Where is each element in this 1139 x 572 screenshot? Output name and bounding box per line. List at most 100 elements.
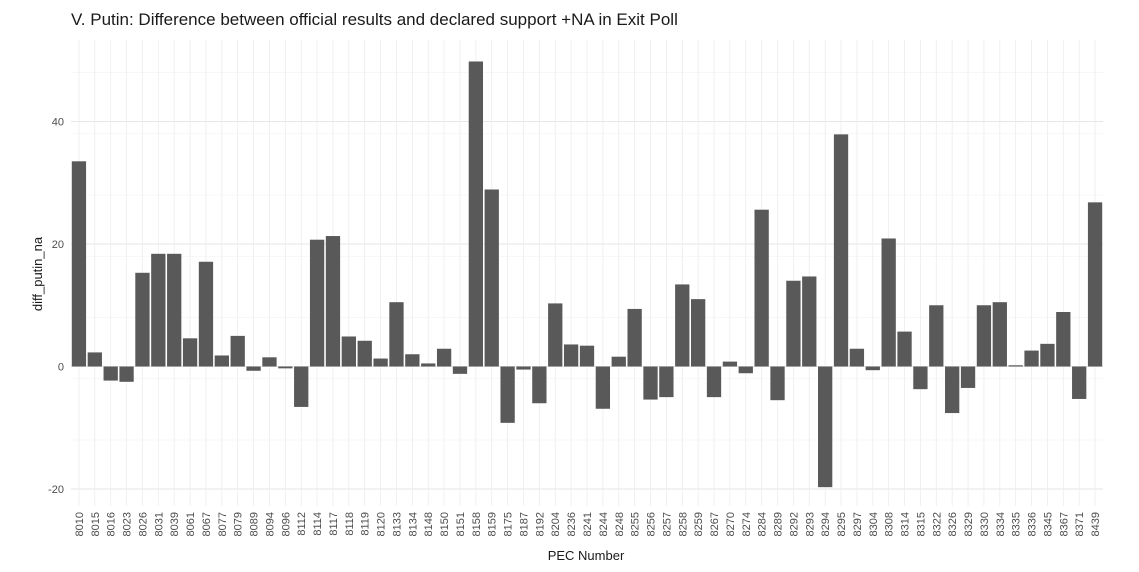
bar-8439 xyxy=(1087,202,1103,367)
x-tick-label: 8289 xyxy=(773,512,785,536)
bar-8267 xyxy=(706,366,722,398)
x-tick-label: 8334 xyxy=(995,512,1007,536)
bar-8151 xyxy=(452,366,468,374)
bar-8039 xyxy=(167,253,182,367)
bar-8026 xyxy=(135,272,150,367)
x-tick-label: 8315 xyxy=(915,512,927,536)
bar-8297 xyxy=(849,348,865,367)
bar-8345 xyxy=(1040,343,1055,367)
x-tick-label: 8023 xyxy=(122,512,134,536)
bar-8016 xyxy=(103,366,118,381)
x-tick-label: 8294 xyxy=(820,512,832,536)
bar-8114 xyxy=(309,239,325,367)
bars xyxy=(71,61,1103,488)
x-tick-label: 8329 xyxy=(963,512,975,536)
x-tick-label: 8134 xyxy=(407,512,419,536)
bar-8015 xyxy=(87,352,102,367)
bar-8304 xyxy=(865,366,880,371)
bar-8010 xyxy=(71,161,87,367)
x-tick-label: 8244 xyxy=(598,512,610,536)
x-tick-label: 8114 xyxy=(312,512,324,536)
bar-8256 xyxy=(643,366,658,400)
x-tick-label: 8345 xyxy=(1042,512,1054,536)
x-tick-label: 8192 xyxy=(534,512,546,536)
x-tick-label: 8322 xyxy=(931,512,943,536)
bar-8089 xyxy=(246,366,261,371)
x-tick-label: 8175 xyxy=(503,512,515,536)
x-tick-label: 8236 xyxy=(566,512,578,536)
x-tick-label: 8371 xyxy=(1074,512,1086,536)
x-tick-label: 8335 xyxy=(1011,512,1023,536)
bar-8079 xyxy=(230,335,245,367)
x-tick-label: 8256 xyxy=(646,512,658,536)
bar-8158 xyxy=(468,61,484,367)
bar-8329 xyxy=(960,366,976,388)
grid xyxy=(71,40,1103,506)
x-axis-title: PEC Number xyxy=(548,548,625,563)
bar-8192 xyxy=(532,366,547,404)
x-tick-label: 8112 xyxy=(296,512,308,536)
bar-8204 xyxy=(548,303,563,367)
bar-8371 xyxy=(1072,366,1087,399)
x-tick-label: 8061 xyxy=(185,512,197,536)
x-tick-label: 8284 xyxy=(757,512,769,536)
bar-8094 xyxy=(262,357,277,367)
y-axis-title: diff_putin_na xyxy=(30,236,45,311)
x-tick-label: 8096 xyxy=(280,512,292,536)
bar-8326 xyxy=(945,366,960,414)
bar-8023 xyxy=(119,366,134,382)
x-tick-label: 8118 xyxy=(344,512,356,536)
x-tick-label: 8150 xyxy=(439,512,451,536)
x-tick-label: 8257 xyxy=(661,512,673,536)
x-tick-label: 8133 xyxy=(391,512,403,536)
x-tick-label: 8270 xyxy=(725,512,737,536)
x-tick-label: 8010 xyxy=(74,512,86,536)
chart-title: V. Putin: Difference between official re… xyxy=(71,10,678,29)
x-tick-label: 8336 xyxy=(1027,512,1039,536)
bar-8119 xyxy=(357,340,372,367)
bar-8134 xyxy=(405,354,420,367)
x-tick-label: 8148 xyxy=(423,512,435,536)
bar-8322 xyxy=(929,305,944,367)
x-tick-label: 8292 xyxy=(788,512,800,536)
x-tick-label: 8119 xyxy=(360,512,372,536)
bar-8248 xyxy=(611,356,626,367)
bar-8336 xyxy=(1024,350,1039,367)
bar-8120 xyxy=(373,358,388,367)
x-tick-label: 8267 xyxy=(709,512,721,536)
bar-8257 xyxy=(659,366,674,398)
bar-8270 xyxy=(722,361,738,367)
x-tick-label: 8248 xyxy=(614,512,626,536)
bar-8067 xyxy=(198,261,214,367)
bar-8255 xyxy=(627,308,642,367)
x-tick-label: 8204 xyxy=(550,512,562,536)
x-tick-label: 8089 xyxy=(249,512,261,536)
bar-8118 xyxy=(341,336,356,367)
x-tick-label: 8026 xyxy=(137,512,149,536)
bar-8315 xyxy=(913,366,928,390)
bar-8259 xyxy=(690,299,706,367)
x-tick-label: 8079 xyxy=(233,512,245,536)
x-tick-label: 8367 xyxy=(1058,512,1070,536)
bar-8308 xyxy=(881,238,896,367)
bar-8061 xyxy=(182,338,198,367)
bar-8096 xyxy=(278,366,293,369)
x-tick-label: 8120 xyxy=(376,512,388,536)
x-tick-label: 8439 xyxy=(1090,512,1102,536)
x-tick-label: 8187 xyxy=(518,512,530,536)
bar-8330 xyxy=(976,305,992,367)
bar-8133 xyxy=(389,302,404,367)
x-tick-label: 8117 xyxy=(328,512,340,536)
bar-8289 xyxy=(770,366,785,401)
x-tick-label: 8039 xyxy=(169,512,181,536)
bar-8112 xyxy=(294,366,309,407)
bar-8236 xyxy=(563,344,579,367)
bar-8244 xyxy=(595,366,611,409)
bar-8295 xyxy=(833,134,849,367)
y-tick-label: -20 xyxy=(48,484,64,496)
y-axis-ticks: -20 0 20 40 xyxy=(48,117,64,497)
x-tick-label: 8330 xyxy=(979,512,991,536)
bar-8148 xyxy=(421,363,436,367)
x-tick-label: 8297 xyxy=(852,512,864,536)
